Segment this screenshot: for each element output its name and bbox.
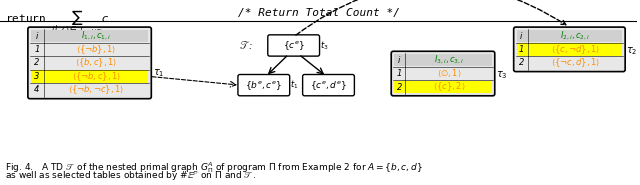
FancyBboxPatch shape [391,51,495,96]
Text: $\{c^e,d^e\}$: $\{c^e,d^e\}$ [310,79,347,92]
FancyBboxPatch shape [238,75,290,96]
Text: $\mathscr{T}$:: $\mathscr{T}$: [239,39,253,51]
Text: $\langle\{c,\neg d\},1\rangle$: $\langle\{c,\neg d\},1\rangle$ [551,43,600,56]
Text: 1: 1 [34,45,40,54]
Text: $\langle\{\neg b,\neg c\},1\rangle$: $\langle\{\neg b,\neg c\},1\rangle$ [68,84,125,96]
Text: $\langle\{b,c\},1\rangle$: $\langle\{b,c\},1\rangle$ [76,56,118,69]
Text: 2: 2 [397,83,402,92]
Text: $\tau_1$: $\tau_1$ [154,67,164,79]
Text: $i$: $i$ [35,30,39,41]
Bar [394,54,492,66]
Text: $\tau_3$: $\tau_3$ [496,70,508,81]
Text: 1: 1 [397,69,402,78]
FancyBboxPatch shape [303,75,355,96]
Text: $I_{3,i}, c_{3,i}$: $I_{3,i}, c_{3,i}$ [434,54,464,66]
Text: $t_3$: $t_3$ [319,39,328,52]
Text: Fig. 4.   A TD $\mathscr{T}$ of the nested primal graph $G_\Pi^A$ of program $\P: Fig. 4. A TD $\mathscr{T}$ of the nested… [5,160,422,175]
Text: $t_1$: $t_1$ [290,79,298,91]
Text: 3: 3 [34,72,40,81]
Text: $i$: $i$ [397,55,401,65]
Text: $\langle\{\neg c,d\},1\rangle$: $\langle\{\neg c,d\},1\rangle$ [551,56,600,69]
Text: 1: 1 [519,45,524,54]
FancyBboxPatch shape [268,35,319,56]
Text: $\langle\{c\},2\rangle$: $\langle\{c\},2\rangle$ [433,81,465,93]
Text: $\{b^e,c^e\}$: $\{b^e,c^e\}$ [245,79,282,92]
Text: return $\sum_{\langle l,c \rangle \in \tau_{\mathrm{root}(T)}} c$: return $\sum_{\langle l,c \rangle \in \t… [5,8,109,37]
Text: $t_2$: $t_2$ [275,79,283,91]
Bar [31,30,148,42]
Bar [516,30,622,42]
Text: $\langle\{\neg b\},1\rangle$: $\langle\{\neg b\},1\rangle$ [76,43,116,56]
Bar [516,43,622,56]
FancyBboxPatch shape [28,27,151,99]
Text: $I_{1,i}, c_{1,i}$: $I_{1,i}, c_{1,i}$ [81,30,112,42]
Text: $\tau_2$: $\tau_2$ [626,46,637,57]
Text: $i$: $i$ [520,30,524,41]
Text: 4: 4 [34,85,40,95]
Text: 2: 2 [34,58,40,67]
Text: $I_{2,i}, c_{2,i}$: $I_{2,i}, c_{2,i}$ [560,30,591,42]
Bar [394,81,492,93]
FancyArrowPatch shape [296,0,566,35]
Bar [31,70,148,83]
Text: $\langle\{\neg b,c\},1\rangle$: $\langle\{\neg b,c\},1\rangle$ [72,70,121,83]
FancyBboxPatch shape [514,27,625,72]
Text: $\langle\emptyset,1\rangle$: $\langle\emptyset,1\rangle$ [436,68,461,79]
Text: as well as selected tables obtained by $\#\mathbb{E}^\mathbb{P}$ on $\Pi$ and $\: as well as selected tables obtained by $… [5,169,256,183]
Text: 2: 2 [519,58,524,67]
Text: $\{c^e\}$: $\{c^e\}$ [283,39,305,52]
Text: /* Return Total Count */: /* Return Total Count */ [237,8,399,18]
